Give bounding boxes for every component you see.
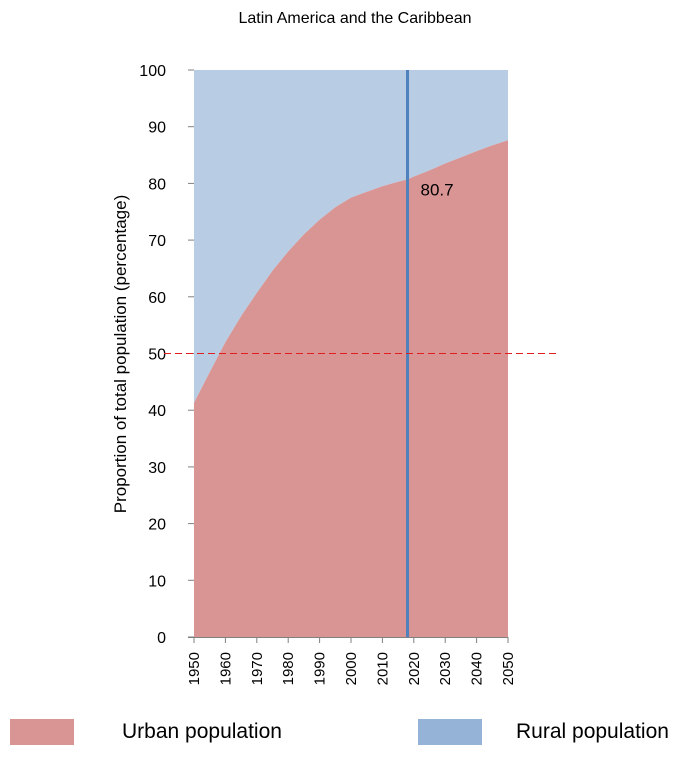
x-tick-label-1990: 1990 [312, 652, 329, 685]
y-tick-label-60: 60 [148, 290, 166, 307]
legend-urban: Urban population [10, 712, 282, 752]
x-tick-label-1980: 1980 [280, 652, 297, 685]
chart-title: Latin America and the Caribbean [238, 10, 471, 27]
legend-urban-swatch [10, 719, 74, 745]
x-tick-label-2020: 2020 [406, 652, 423, 685]
reference-lines: 80.7 [164, 70, 556, 637]
legend-rural-swatch [418, 719, 482, 745]
y-tick-label-90: 90 [148, 120, 166, 137]
x-tick-label-1970: 1970 [249, 652, 266, 685]
rural-population-area [194, 70, 508, 403]
y-axis-label: Proportion of total population (percenta… [111, 195, 130, 513]
x-tick-label-1950: 1950 [186, 652, 203, 685]
legend-urban-label: Urban population [122, 720, 282, 743]
x-tick-label-2000: 2000 [343, 652, 360, 685]
legend-rural: Rural population [418, 712, 669, 752]
y-tick-label-20: 20 [148, 517, 166, 534]
y-tick-label-30: 30 [148, 460, 166, 477]
annotation-value: 80.7 [421, 180, 454, 199]
plot-area [194, 70, 508, 638]
y-tick-label-40: 40 [148, 403, 166, 420]
x-tick-label-1960: 1960 [217, 652, 234, 685]
y-tick-label-100: 100 [139, 63, 166, 80]
y-tick-label-70: 70 [148, 233, 166, 250]
legend-rural-label: Rural population [516, 720, 669, 743]
x-tick-label-2050: 2050 [500, 652, 517, 685]
x-tick-label-2010: 2010 [374, 652, 391, 685]
x-tick-label-2040: 2040 [469, 652, 486, 685]
y-tick-label-50: 50 [148, 347, 166, 364]
y-tick-label-0: 0 [157, 630, 166, 647]
y-tick-label-10: 10 [148, 573, 166, 590]
urban-population-area [194, 140, 508, 638]
x-tick-label-2030: 2030 [437, 652, 454, 685]
y-tick-label-80: 80 [148, 176, 166, 193]
